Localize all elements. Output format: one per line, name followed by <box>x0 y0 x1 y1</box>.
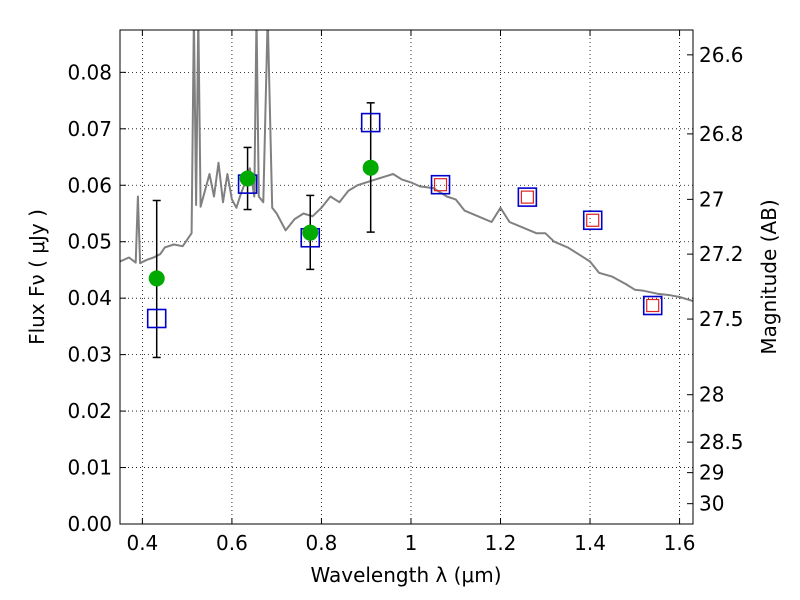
y-axis-label: Flux Fν ( μJy ) <box>25 209 49 345</box>
x-tick-label: 0.4 <box>126 531 158 555</box>
model-layer <box>146 112 663 329</box>
x-tick-label: 1.6 <box>664 531 696 555</box>
y2-tick-label: 26.6 <box>699 43 744 67</box>
model-flux-square <box>360 112 381 133</box>
plot-frame <box>119 29 694 525</box>
y2-tick-label: 27.5 <box>699 307 744 331</box>
observed-point <box>362 159 379 176</box>
x-tick-label: 0.6 <box>216 531 248 555</box>
x-tick-label: 0.8 <box>306 531 338 555</box>
x-tick-label: 1.2 <box>485 531 517 555</box>
model-inner-square <box>646 298 660 313</box>
x-axis: 0.4 0.6 0.8 1 1.2 1.4 1.6 <box>126 30 695 555</box>
x-tick-label: 1.4 <box>574 531 606 555</box>
model-inner-square <box>433 178 448 192</box>
observed-point <box>239 170 256 187</box>
model-flux-square <box>582 210 603 231</box>
y-tick-label: 0.05 <box>67 230 112 254</box>
y2-tick-label: 28.5 <box>699 430 744 454</box>
y-tick-label: 0.01 <box>67 456 112 480</box>
spectrum-line <box>120 30 693 302</box>
plot-background <box>120 30 693 524</box>
y2-axis: 26.6 26.8 27 27.2 27.5 28 28.5 29 30 <box>687 43 744 516</box>
y2-axis-label: Magnitude (AB) <box>757 199 781 354</box>
y-tick-label: 0.00 <box>67 512 112 536</box>
model-flux-square <box>517 187 538 207</box>
y2-tick-label: 27 <box>699 187 724 211</box>
model-flux-square <box>146 308 167 329</box>
x-tick-label: 1 <box>405 531 418 555</box>
y-tick-label: 0.06 <box>67 173 112 197</box>
y2-tick-label: 26.8 <box>699 122 744 146</box>
y2-tick-label: 29 <box>699 461 724 485</box>
y2-tick-label: 30 <box>699 492 724 516</box>
y-tick-label: 0.07 <box>67 117 112 141</box>
x-axis-label: Wavelength λ (μm) <box>310 563 501 587</box>
y2-tick-label: 27.2 <box>699 242 744 266</box>
y-axis: 0.00 0.01 0.02 0.03 0.04 0.05 0.06 0.07 0.08 <box>67 60 126 536</box>
observed-point <box>302 224 319 241</box>
y-tick-label: 0.02 <box>67 399 112 423</box>
model-flux-square <box>642 295 663 316</box>
y-tick-label: 0.04 <box>67 286 112 310</box>
y-tick-label: 0.08 <box>67 60 112 84</box>
model-inner-square <box>520 190 534 204</box>
y-tick-label: 0.03 <box>67 343 112 367</box>
model-flux-square <box>430 174 451 195</box>
y2-tick-label: 28 <box>699 383 724 407</box>
observed-point <box>148 270 165 287</box>
model-inner-square <box>586 213 600 227</box>
spectrum-layer <box>120 30 693 302</box>
observed-layer <box>148 159 379 287</box>
